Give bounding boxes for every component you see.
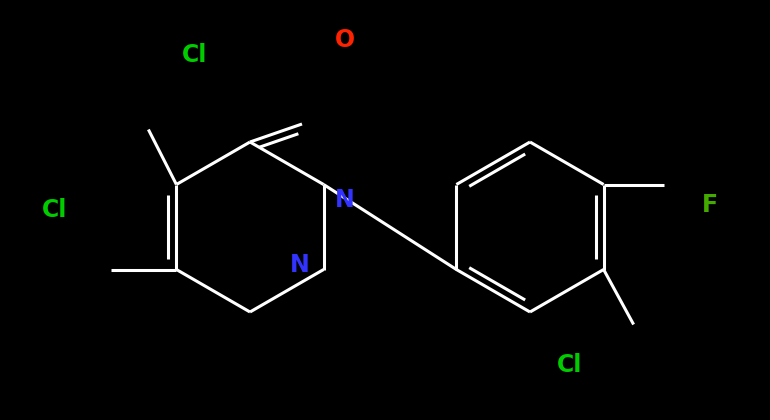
Text: F: F: [702, 193, 718, 217]
Text: Cl: Cl: [557, 353, 583, 377]
Text: Cl: Cl: [42, 198, 68, 222]
Text: Cl: Cl: [182, 43, 208, 67]
Text: N: N: [335, 188, 355, 212]
Text: N: N: [290, 253, 310, 277]
Text: O: O: [335, 28, 355, 52]
